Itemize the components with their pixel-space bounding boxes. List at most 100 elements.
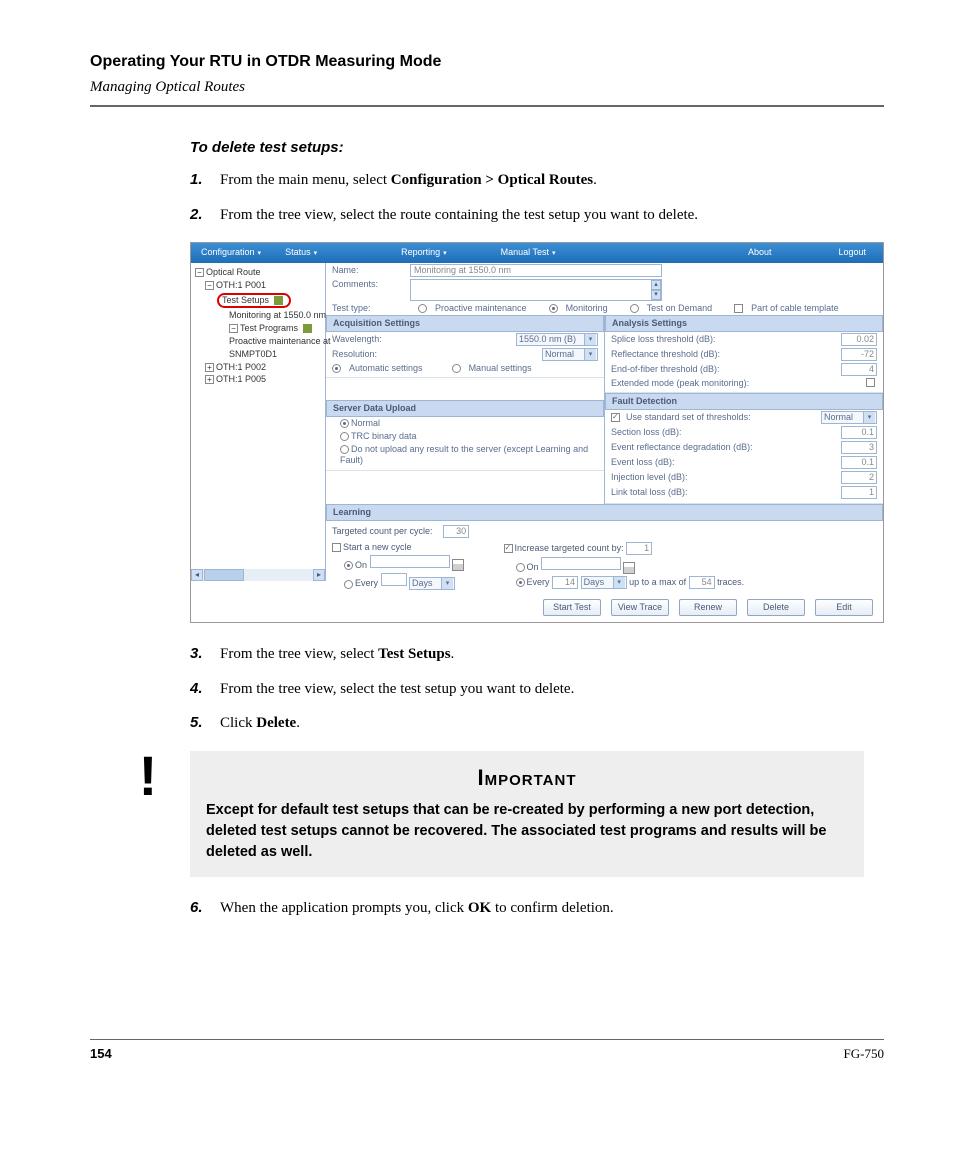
radio-upload-trc[interactable]: [340, 432, 349, 441]
usestd-checkbox[interactable]: [611, 413, 620, 422]
calendar-icon[interactable]: [452, 559, 464, 571]
menu-reporting[interactable]: Reporting: [391, 247, 461, 258]
radio-tod[interactable]: [630, 304, 639, 313]
period-dropdown[interactable]: Days: [409, 577, 455, 590]
radio-upload-none[interactable]: [340, 445, 349, 454]
period2-dropdown[interactable]: Days: [581, 576, 627, 589]
tree-test-setups-highlighted[interactable]: Test Setups: [217, 293, 291, 309]
step-number: 4.: [190, 678, 220, 701]
tree-node[interactable]: OTH:1 P001: [216, 280, 266, 290]
step-text: From the tree view, select Test Setups.: [220, 643, 864, 666]
collapse-icon[interactable]: −: [229, 324, 238, 333]
step-text: From the main menu, select Configuration…: [220, 169, 864, 192]
radio-manual[interactable]: [452, 364, 461, 373]
expand-icon[interactable]: +: [205, 375, 214, 384]
tree-root[interactable]: Optical Route: [206, 267, 261, 277]
view-trace-button[interactable]: View Trace: [611, 599, 669, 616]
radio-auto[interactable]: [332, 364, 341, 373]
important-box: Important Except for default test setups…: [190, 751, 864, 877]
menu-status[interactable]: Status: [275, 247, 331, 258]
erd-input[interactable]: 3: [841, 441, 877, 454]
section-label: Section loss (dB):: [611, 427, 837, 438]
section-subtitle: Managing Optical Routes: [90, 76, 884, 99]
erd-label: Event reflectance degradation (dB):: [611, 442, 837, 453]
splice-label: Splice loss threshold (dB):: [611, 334, 837, 345]
tree-scrollbar[interactable]: ◂ ▸: [191, 569, 325, 581]
menu-manual-test[interactable]: Manual Test: [491, 247, 570, 258]
checkbox-template[interactable]: [734, 304, 743, 313]
link-input[interactable]: 1: [841, 486, 877, 499]
menu-about[interactable]: About: [738, 247, 789, 258]
comments-label: Comments:: [332, 279, 404, 290]
expand-icon[interactable]: +: [205, 363, 214, 372]
resolution-label: Resolution:: [332, 349, 538, 360]
header-rule: [90, 105, 884, 107]
procedure-title: To delete test setups:: [190, 137, 864, 160]
step-text: From the tree view, select the test setu…: [220, 678, 864, 701]
increase-input[interactable]: 1: [626, 542, 652, 555]
on-date2-input[interactable]: [541, 557, 621, 570]
extended-checkbox[interactable]: [866, 378, 875, 387]
menu-logout[interactable]: Logout: [828, 247, 883, 258]
wavelength-dropdown[interactable]: 1550.0 nm (B): [516, 333, 598, 346]
radio-on2[interactable]: [516, 563, 525, 572]
important-icon: !: [120, 751, 176, 877]
radio-upload-normal[interactable]: [340, 419, 349, 428]
splice-input[interactable]: 0.02: [841, 333, 877, 346]
tree-node[interactable]: OTH:1 P002: [216, 362, 266, 372]
usestd-dropdown[interactable]: Normal: [821, 411, 877, 424]
injection-label: Injection level (dB):: [611, 472, 837, 483]
radio-every2[interactable]: [516, 578, 525, 587]
upload-header: Server Data Upload: [326, 400, 604, 417]
name-input[interactable]: Monitoring at 1550.0 nm: [410, 264, 662, 277]
start-cycle-checkbox[interactable]: [332, 543, 341, 552]
doc-id: FG-750: [844, 1044, 884, 1064]
acquisition-header: Acquisition Settings: [326, 315, 604, 332]
setup-icon: [274, 296, 283, 305]
step-number: 1.: [190, 169, 220, 192]
reflectance-input[interactable]: -72: [841, 348, 877, 361]
radio-monitoring[interactable]: [549, 304, 558, 313]
collapse-icon[interactable]: −: [195, 268, 204, 277]
scroll-down-icon[interactable]: ▾: [651, 290, 661, 300]
evloss-input[interactable]: 0.1: [841, 456, 877, 469]
injection-input[interactable]: 2: [841, 471, 877, 484]
scroll-left-icon[interactable]: ◂: [191, 569, 203, 581]
step-number: 6.: [190, 897, 220, 920]
radio-proactive[interactable]: [418, 304, 427, 313]
fault-header: Fault Detection: [605, 393, 883, 410]
scroll-right-icon[interactable]: ▸: [313, 569, 325, 581]
tree-node[interactable]: Monitoring at 1550.0 nm: [195, 310, 323, 321]
calendar-icon[interactable]: [623, 562, 635, 574]
every1-input[interactable]: [381, 573, 407, 586]
step-number: 2.: [190, 204, 220, 227]
eof-input[interactable]: 4: [841, 363, 877, 376]
tree-node[interactable]: OTH:1 P005: [216, 374, 266, 384]
tree-view: −Optical Route −OTH:1 P001 Test Setups M…: [191, 263, 326, 581]
tree-node[interactable]: SNMPT0D1: [195, 349, 323, 360]
extended-label: Extended mode (peak monitoring):: [611, 378, 862, 389]
resolution-dropdown[interactable]: Normal: [542, 348, 598, 361]
on-date-input[interactable]: [370, 555, 450, 568]
step-number: 5.: [190, 712, 220, 735]
every2-input[interactable]: 14: [552, 576, 578, 589]
comments-textarea[interactable]: ▴▾: [410, 279, 662, 301]
important-title: Important: [206, 761, 848, 794]
radio-on1[interactable]: [344, 561, 353, 570]
start-test-button[interactable]: Start Test: [543, 599, 601, 616]
section-input[interactable]: 0.1: [841, 426, 877, 439]
edit-button[interactable]: Edit: [815, 599, 873, 616]
renew-button[interactable]: Renew: [679, 599, 737, 616]
tree-node[interactable]: Proactive maintenance at: [195, 336, 323, 347]
scroll-thumb[interactable]: [204, 569, 244, 581]
delete-button[interactable]: Delete: [747, 599, 805, 616]
tree-node[interactable]: Test Programs: [240, 323, 298, 333]
radio-every1[interactable]: [344, 580, 353, 589]
max-input[interactable]: 54: [689, 576, 715, 589]
increase-checkbox[interactable]: [504, 544, 513, 553]
page-number: 154: [90, 1044, 112, 1064]
menu-configuration[interactable]: Configuration: [191, 247, 275, 258]
targeted-input[interactable]: 30: [443, 525, 469, 538]
collapse-icon[interactable]: −: [205, 281, 214, 290]
scroll-up-icon[interactable]: ▴: [651, 280, 661, 290]
